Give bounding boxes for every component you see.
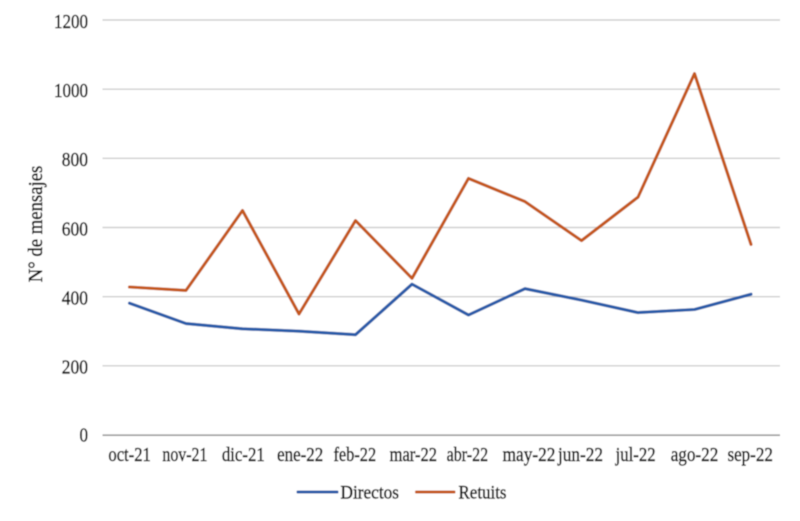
svg-text:600: 600: [62, 218, 88, 240]
svg-text:oct-21: oct-21: [108, 444, 150, 466]
svg-text:mar-22: mar-22: [390, 444, 437, 466]
svg-text:ene-22: ene-22: [277, 444, 323, 466]
svg-text:400: 400: [62, 288, 88, 310]
svg-text:0: 0: [80, 425, 89, 447]
svg-text:may-22: may-22: [503, 444, 556, 466]
svg-text:sep-22: sep-22: [727, 444, 773, 466]
svg-text:dic-21: dic-21: [222, 444, 265, 466]
svg-text:feb-22: feb-22: [333, 444, 376, 466]
svg-text:N° de mensajes: N° de mensajes: [25, 166, 47, 283]
svg-text:Directos: Directos: [341, 483, 400, 504]
svg-text:abr-22: abr-22: [447, 444, 489, 466]
svg-text:nov-21: nov-21: [162, 444, 207, 466]
svg-text:200: 200: [62, 357, 88, 379]
svg-text:800: 800: [62, 149, 88, 171]
svg-text:jul-22: jul-22: [615, 444, 656, 466]
svg-text:1200: 1200: [54, 11, 88, 33]
svg-text:jun-22: jun-22: [557, 444, 603, 466]
svg-text:ago-22: ago-22: [671, 444, 719, 466]
svg-text:1000: 1000: [54, 80, 88, 102]
svg-text:Retuits: Retuits: [459, 483, 507, 504]
